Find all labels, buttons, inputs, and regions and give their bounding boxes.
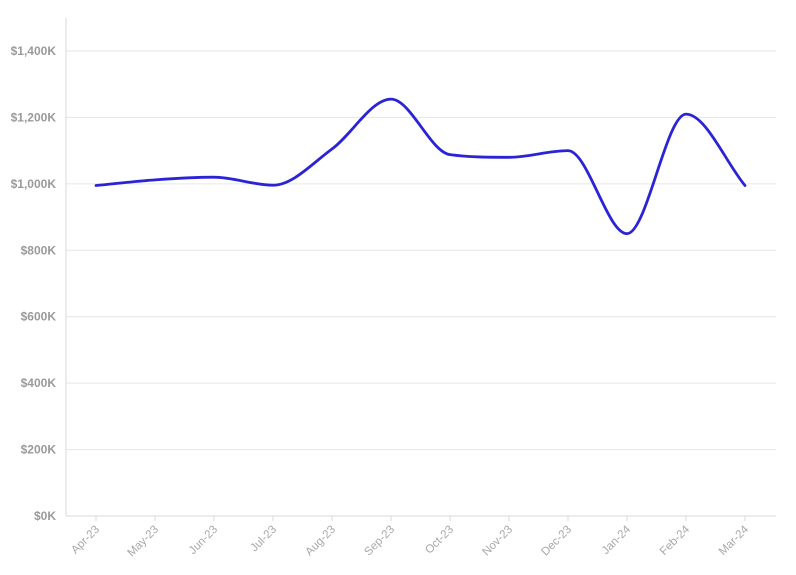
x-tick-label: Aug-23 (303, 524, 338, 559)
x-tick-label: Oct-23 (423, 524, 456, 557)
y-tick-label: $400K (21, 376, 57, 390)
x-tick-label: Feb-24 (658, 523, 693, 558)
y-tick-label: $1,000K (11, 177, 57, 191)
y-tick-label: $1,400K (11, 44, 57, 58)
y-tick-label: $600K (21, 310, 57, 324)
y-axis-ticks: $0K $200K $400K $600K $800K $1,000K $1,200K $1,… (11, 44, 57, 523)
x-tick-label: Jul-23 (248, 524, 279, 555)
x-axis-ticks: Apr-23 May-23 Jun-23 Jul-23 Aug-23 Sep-23 Oct-… (69, 516, 752, 560)
x-tick-label: Mar-24 (717, 523, 752, 558)
x-tick-label: Dec-23 (539, 524, 574, 559)
axes (65, 18, 776, 517)
x-tick-label: Jun-23 (187, 524, 220, 557)
series-line-0 (94, 97, 747, 236)
x-tick-label: Nov-23 (480, 524, 515, 559)
y-tick-label: $200K (21, 443, 57, 457)
x-tick-label: Apr-23 (69, 524, 102, 557)
x-tick-label: Jan-24 (600, 523, 634, 557)
gridlines (66, 50, 776, 517)
x-tick-label: May-23 (126, 524, 162, 560)
x-tick-label: Sep-23 (362, 524, 397, 559)
y-tick-label: $0K (34, 509, 56, 523)
series (94, 97, 747, 236)
y-tick-label: $800K (21, 243, 57, 257)
y-tick-label: $1,200K (11, 110, 57, 124)
